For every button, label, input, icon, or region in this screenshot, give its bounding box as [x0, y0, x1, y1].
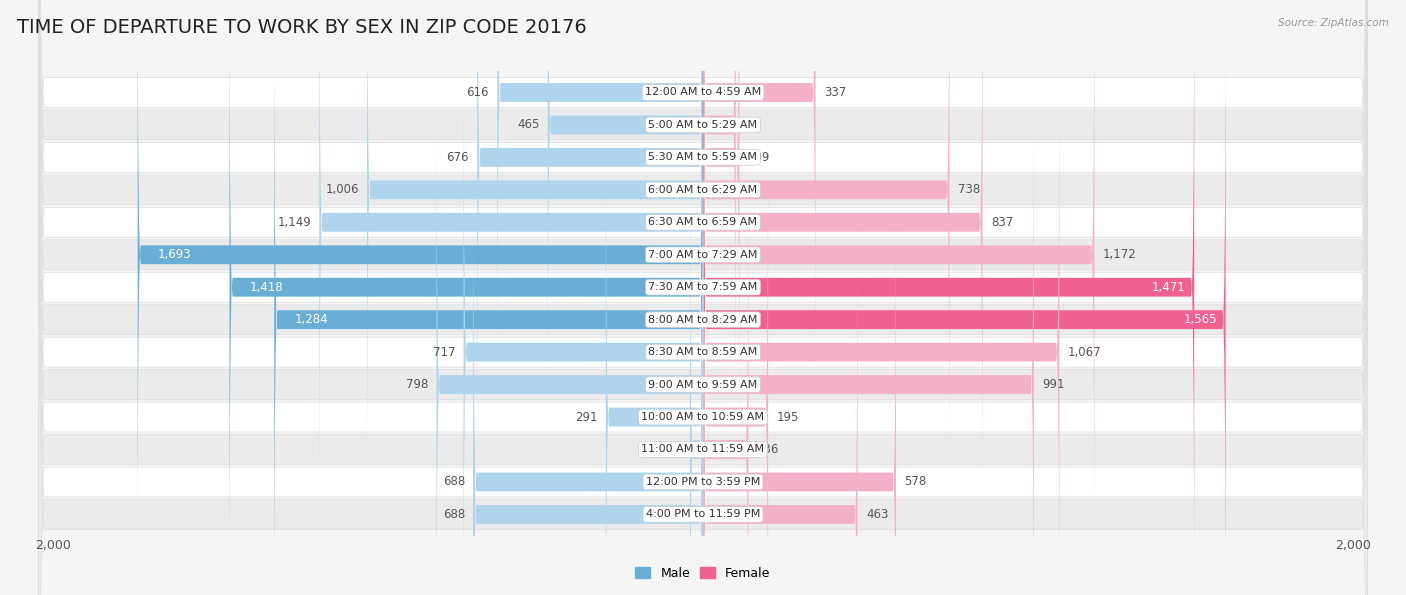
FancyBboxPatch shape: [38, 0, 1368, 595]
FancyBboxPatch shape: [38, 0, 1368, 595]
FancyBboxPatch shape: [367, 0, 703, 505]
Text: 195: 195: [776, 411, 799, 424]
FancyBboxPatch shape: [436, 70, 703, 595]
Text: 717: 717: [433, 346, 456, 359]
Text: 688: 688: [443, 508, 465, 521]
Text: 578: 578: [904, 475, 927, 488]
Text: 2,000: 2,000: [35, 538, 72, 552]
FancyBboxPatch shape: [477, 0, 703, 472]
Text: 7:30 AM to 7:59 AM: 7:30 AM to 7:59 AM: [648, 282, 758, 292]
FancyBboxPatch shape: [606, 102, 703, 595]
FancyBboxPatch shape: [38, 0, 1368, 595]
FancyBboxPatch shape: [703, 0, 735, 440]
Text: 1,149: 1,149: [277, 216, 311, 229]
Text: 616: 616: [467, 86, 489, 99]
FancyBboxPatch shape: [464, 37, 703, 595]
FancyBboxPatch shape: [703, 167, 896, 595]
Text: 8:00 AM to 8:29 AM: 8:00 AM to 8:29 AM: [648, 315, 758, 325]
Text: Source: ZipAtlas.com: Source: ZipAtlas.com: [1278, 18, 1389, 28]
Text: 10:00 AM to 10:59 AM: 10:00 AM to 10:59 AM: [641, 412, 765, 422]
FancyBboxPatch shape: [38, 0, 1368, 595]
Text: 4:00 PM to 11:59 PM: 4:00 PM to 11:59 PM: [645, 509, 761, 519]
FancyBboxPatch shape: [690, 134, 703, 595]
Text: 109: 109: [748, 151, 770, 164]
FancyBboxPatch shape: [38, 0, 1368, 595]
FancyBboxPatch shape: [474, 199, 703, 595]
Text: 1,067: 1,067: [1067, 346, 1101, 359]
Text: 991: 991: [1042, 378, 1064, 391]
FancyBboxPatch shape: [38, 0, 1368, 595]
FancyBboxPatch shape: [703, 102, 768, 595]
FancyBboxPatch shape: [38, 0, 1368, 595]
FancyBboxPatch shape: [138, 0, 703, 570]
Text: 463: 463: [866, 508, 889, 521]
FancyBboxPatch shape: [703, 0, 1194, 595]
FancyBboxPatch shape: [38, 0, 1368, 595]
Text: 7:00 AM to 7:29 AM: 7:00 AM to 7:29 AM: [648, 250, 758, 260]
Text: 1,284: 1,284: [294, 313, 328, 326]
FancyBboxPatch shape: [38, 0, 1368, 595]
FancyBboxPatch shape: [548, 0, 703, 440]
FancyBboxPatch shape: [38, 0, 1368, 595]
Text: 5:00 AM to 5:29 AM: 5:00 AM to 5:29 AM: [648, 120, 758, 130]
FancyBboxPatch shape: [703, 5, 1226, 595]
Text: 798: 798: [406, 378, 429, 391]
Text: 291: 291: [575, 411, 598, 424]
FancyBboxPatch shape: [703, 0, 949, 505]
FancyBboxPatch shape: [498, 0, 703, 408]
Text: 98: 98: [744, 118, 759, 131]
Text: TIME OF DEPARTURE TO WORK BY SEX IN ZIP CODE 20176: TIME OF DEPARTURE TO WORK BY SEX IN ZIP …: [17, 18, 586, 37]
Legend: Male, Female: Male, Female: [630, 562, 776, 585]
Text: 8:30 AM to 8:59 AM: 8:30 AM to 8:59 AM: [648, 347, 758, 357]
FancyBboxPatch shape: [274, 5, 703, 595]
FancyBboxPatch shape: [38, 0, 1368, 595]
FancyBboxPatch shape: [703, 37, 1059, 595]
Text: 676: 676: [447, 151, 470, 164]
FancyBboxPatch shape: [229, 0, 703, 595]
Text: 1,471: 1,471: [1152, 281, 1185, 294]
Text: 337: 337: [824, 86, 846, 99]
FancyBboxPatch shape: [703, 70, 1033, 595]
FancyBboxPatch shape: [474, 167, 703, 595]
Text: 2,000: 2,000: [1334, 538, 1371, 552]
Text: 6:00 AM to 6:29 AM: 6:00 AM to 6:29 AM: [648, 185, 758, 195]
Text: 11:00 AM to 11:59 AM: 11:00 AM to 11:59 AM: [641, 444, 765, 455]
FancyBboxPatch shape: [703, 0, 983, 537]
FancyBboxPatch shape: [38, 0, 1368, 595]
Text: 1,172: 1,172: [1102, 248, 1136, 261]
FancyBboxPatch shape: [703, 0, 740, 472]
FancyBboxPatch shape: [703, 199, 858, 595]
Text: 12:00 AM to 4:59 AM: 12:00 AM to 4:59 AM: [645, 87, 761, 98]
Text: 39: 39: [666, 443, 682, 456]
Text: 1,418: 1,418: [249, 281, 283, 294]
Text: 738: 738: [957, 183, 980, 196]
FancyBboxPatch shape: [319, 0, 703, 537]
FancyBboxPatch shape: [703, 134, 748, 595]
Text: 12:00 PM to 3:59 PM: 12:00 PM to 3:59 PM: [645, 477, 761, 487]
Text: 5:30 AM to 5:59 AM: 5:30 AM to 5:59 AM: [648, 152, 758, 162]
Text: 837: 837: [991, 216, 1014, 229]
Text: 1,693: 1,693: [157, 248, 191, 261]
FancyBboxPatch shape: [703, 0, 1094, 570]
Text: 9:00 AM to 9:59 AM: 9:00 AM to 9:59 AM: [648, 380, 758, 390]
FancyBboxPatch shape: [38, 0, 1368, 595]
Text: 6:30 AM to 6:59 AM: 6:30 AM to 6:59 AM: [648, 217, 758, 227]
Text: 136: 136: [756, 443, 779, 456]
Text: 1,006: 1,006: [325, 183, 359, 196]
Text: 465: 465: [517, 118, 540, 131]
Text: 1,565: 1,565: [1184, 313, 1218, 326]
FancyBboxPatch shape: [703, 0, 815, 408]
Text: 688: 688: [443, 475, 465, 488]
FancyBboxPatch shape: [38, 0, 1368, 595]
